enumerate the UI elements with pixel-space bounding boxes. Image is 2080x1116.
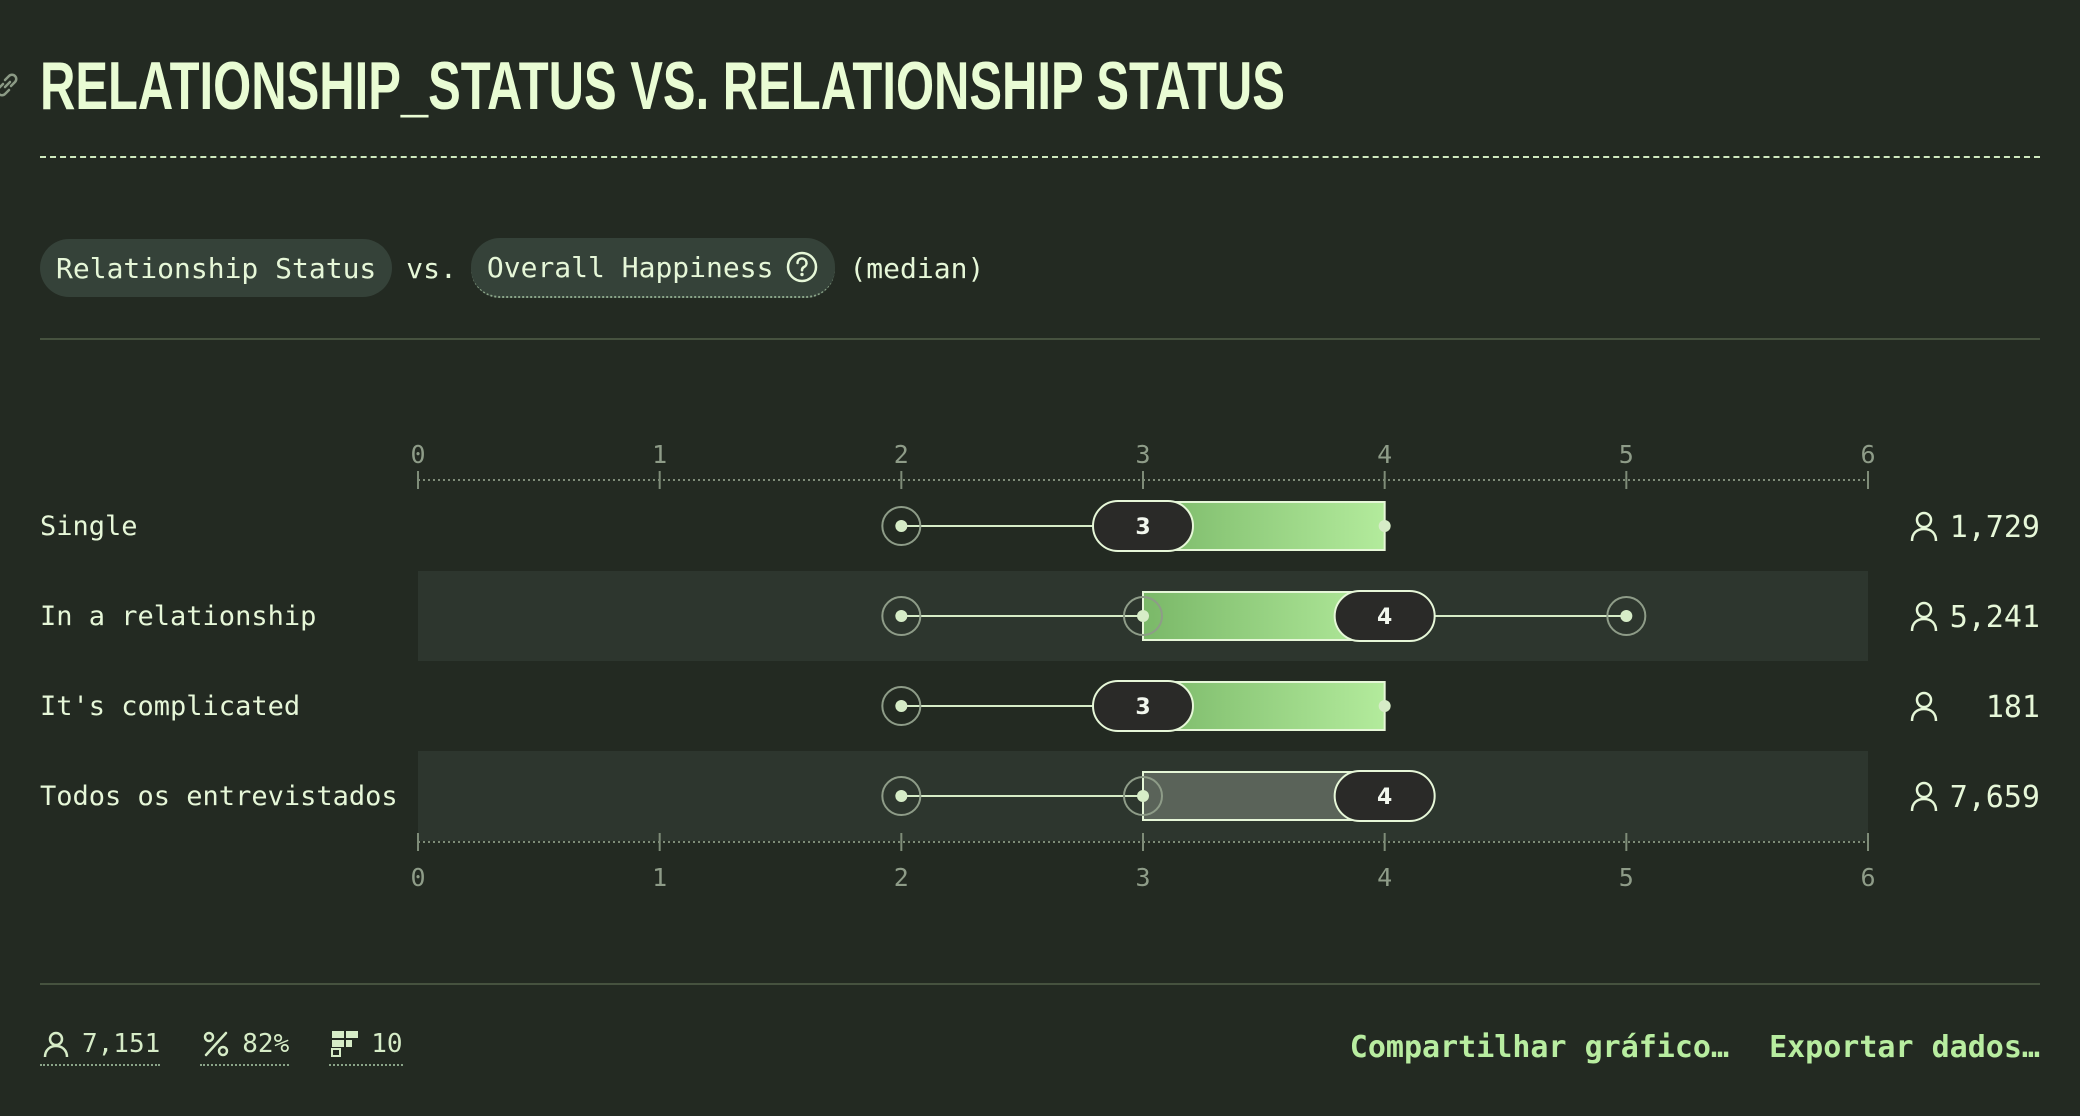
questions-icon [331, 1031, 359, 1057]
help-icon[interactable] [785, 250, 819, 284]
median-pill [1092, 500, 1194, 552]
median-label: 4 [1377, 605, 1392, 630]
whisker-end-ring [881, 596, 922, 636]
person-icon-head [1915, 691, 1933, 709]
axis-tick-label: 2 [894, 863, 909, 892]
row-count: 181 [1986, 690, 2040, 725]
person-icon [1910, 691, 1938, 722]
person-icon [1910, 511, 1938, 542]
min-marker [895, 610, 908, 622]
controls-divider [40, 338, 2040, 340]
person-icon [1910, 601, 1938, 632]
vs-label: vs. [406, 251, 457, 285]
axis-tick-label: 3 [1135, 863, 1150, 892]
category-label: It's complicated [40, 691, 300, 722]
category-label: Single [40, 511, 138, 542]
share-chart-button[interactable]: Compartilhar gráfico… [1349, 1030, 1730, 1065]
x-variable-selector[interactable]: Relationship Status [40, 239, 393, 297]
axis-tick-label: 6 [1860, 440, 1875, 469]
percent-stat[interactable]: 82% [200, 1028, 290, 1066]
median-pill [1092, 680, 1194, 732]
row-count: 5,241 [1950, 600, 2040, 635]
axis-tick-label: 2 [894, 440, 909, 469]
page-title: RELATIONSHIP_STATUS VS. RELATIONSHIP STA… [40, 48, 1285, 124]
axis-tick-label: 1 [652, 863, 667, 892]
axis-tick-label: 5 [1619, 863, 1634, 892]
footer-stats: 7,151 82% 10 [40, 1028, 403, 1066]
person-icon-head [1915, 511, 1933, 529]
category-label: In a relationship [40, 601, 316, 632]
min-marker [895, 700, 908, 712]
export-data-button[interactable]: Exportar dados… [1769, 1030, 2040, 1065]
axis-tick-label: 4 [1377, 440, 1392, 469]
person-icon-body [1910, 617, 1938, 632]
boxplot-chart: 0 1 2 3 4 5 6 0 1 2 3 4 5 6 Single 3 1,729 In a relations… [40, 440, 2040, 892]
person-icon-body [1910, 707, 1938, 722]
median-label: 3 [1135, 695, 1150, 720]
whisker-end-ring [881, 776, 922, 816]
y-variable-label: Overall Happiness [486, 250, 774, 284]
max-marker [1378, 520, 1391, 532]
questions-stat[interactable]: 10 [329, 1028, 403, 1066]
q1-ring [1123, 776, 1163, 816]
median-label: 4 [1377, 785, 1392, 810]
axis-tick-label: 6 [1860, 863, 1875, 892]
footer-actions: Compartilhar gráfico… Exportar dados… [1350, 1030, 2040, 1065]
min-marker [895, 790, 908, 802]
percent-icon [204, 1031, 229, 1057]
person-icon-body [1910, 527, 1938, 542]
axis-tick-label: 4 [1377, 863, 1392, 892]
axis-tick-label: 5 [1619, 440, 1634, 469]
axis-tick-label: 0 [410, 863, 425, 892]
respondents-count: 7,151 [82, 1029, 161, 1059]
person-icon-body [1910, 797, 1938, 812]
whisker-end-ring [881, 506, 922, 546]
max-marker [1620, 610, 1633, 622]
axis-tick-label: 0 [410, 440, 425, 469]
respondents-stat[interactable]: 7,151 [40, 1028, 161, 1066]
row-count: 7,659 [1950, 780, 2040, 815]
questions-count: 10 [371, 1029, 403, 1059]
axis-tick-label: 3 [1135, 440, 1150, 469]
median-pill [1333, 590, 1436, 642]
whisker-end-ring [881, 686, 922, 726]
q1-marker [1137, 790, 1149, 802]
max-marker [1378, 700, 1391, 712]
q1-ring [1123, 596, 1163, 636]
min-marker [895, 520, 908, 532]
y-variable-selector[interactable]: Overall Happiness [470, 238, 836, 298]
stat-label: (median) [849, 251, 985, 285]
x-variable-label: Relationship Status [56, 251, 377, 285]
variable-controls: Relationship Status vs. Overall Happines… [40, 238, 984, 298]
person-icon-head [1915, 601, 1933, 619]
footer-divider [40, 983, 2040, 985]
axis-tick-label: 1 [652, 440, 667, 469]
percent-value: 82% [242, 1029, 290, 1059]
category-label: Todos os entrevistados [40, 781, 398, 812]
row-count: 1,729 [1950, 510, 2040, 545]
link-icon[interactable] [0, 72, 20, 98]
whisker-end-ring [1606, 596, 1647, 636]
median-pill [1333, 770, 1436, 822]
q1-marker [1137, 610, 1149, 622]
person-icon [43, 1031, 69, 1058]
person-icon-head [1915, 781, 1933, 799]
person-icon [1910, 781, 1938, 812]
median-label: 3 [1135, 515, 1150, 540]
title-divider [40, 156, 2040, 158]
